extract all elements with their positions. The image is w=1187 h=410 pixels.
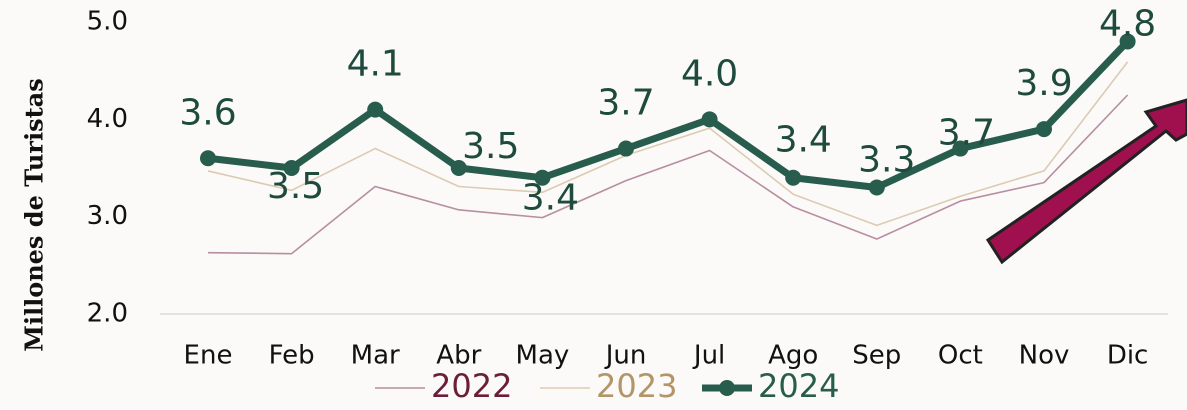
data-label: 4.1 xyxy=(347,44,404,85)
y-tick-label: 5.0 xyxy=(87,7,128,37)
data-label: 3.5 xyxy=(462,126,519,167)
data-label: 3.4 xyxy=(522,178,579,219)
legend-item: 2023 xyxy=(540,367,677,405)
point xyxy=(1036,121,1052,138)
legend-label: 2023 xyxy=(596,367,677,405)
x-tick-label: Jul xyxy=(692,341,725,371)
point xyxy=(200,150,216,167)
point xyxy=(618,140,634,157)
data-label: 3.7 xyxy=(597,83,654,124)
legend-item: 2022 xyxy=(375,367,512,405)
point xyxy=(367,101,384,118)
y-axis-label: Millones de Turistas xyxy=(20,78,49,351)
data-label: 3.9 xyxy=(1015,63,1072,104)
x-tick-label: Mar xyxy=(351,341,400,371)
x-tick-label: Oct xyxy=(938,341,983,371)
trend-arrow xyxy=(985,98,1187,265)
legend-marker xyxy=(719,380,735,396)
x-tick-label: Nov xyxy=(1019,341,1070,371)
series-line xyxy=(207,94,1129,255)
data-label: 3.7 xyxy=(938,113,995,154)
legend-label: 2022 xyxy=(431,367,512,405)
y-tick-label: 4.0 xyxy=(87,104,128,134)
data-label: 3.6 xyxy=(179,92,236,133)
point xyxy=(1119,33,1136,50)
legend-label: 2024 xyxy=(758,367,839,405)
point xyxy=(785,169,802,186)
x-tick-label: May xyxy=(516,341,570,371)
data-label: 3.3 xyxy=(858,139,915,180)
x-tick-label: Sep xyxy=(852,341,901,371)
point xyxy=(952,140,969,157)
x-tick-label: Ene xyxy=(184,341,233,371)
x-tick-label: Jun xyxy=(604,341,647,371)
x-tick-label: Feb xyxy=(269,341,315,371)
y-tick-label: 3.0 xyxy=(87,201,128,231)
series-line xyxy=(207,61,1129,227)
x-tick-label: Dic xyxy=(1107,341,1149,371)
point xyxy=(868,179,885,196)
point xyxy=(450,160,467,176)
legend-item: 2024 xyxy=(702,367,839,405)
series-line xyxy=(207,39,1131,191)
x-tick-label: Abr xyxy=(436,341,481,371)
point xyxy=(534,169,551,186)
y-tick-label: 2.0 xyxy=(87,299,128,329)
data-label: 4.8 xyxy=(1099,3,1156,44)
point xyxy=(701,111,718,128)
point xyxy=(283,160,300,176)
data-label: 3.5 xyxy=(267,166,324,207)
x-tick-label: Ago xyxy=(768,341,818,371)
data-label: 3.4 xyxy=(775,120,832,161)
data-label: 4.0 xyxy=(681,53,738,94)
